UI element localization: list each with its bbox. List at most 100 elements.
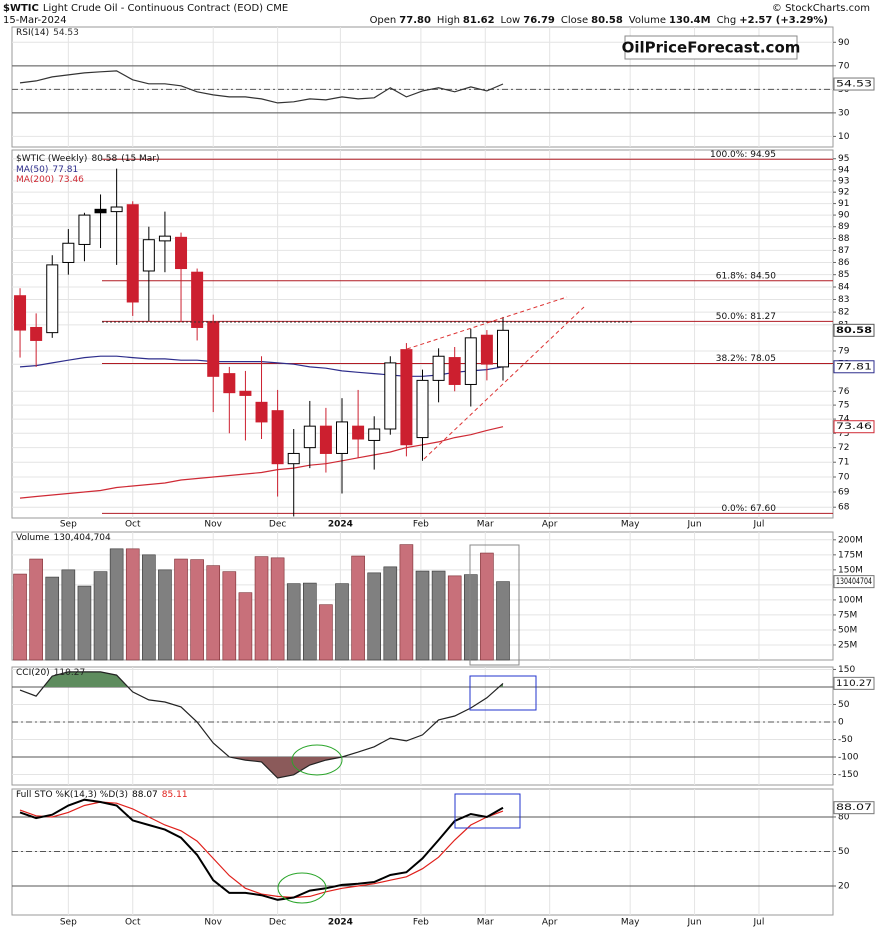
value-tag-box [833, 801, 875, 815]
x-tick-label: May [621, 520, 640, 530]
fib-label: 50.0%: 81.27 [716, 312, 776, 322]
y-tick-label: 200M [838, 535, 863, 545]
quote-value: 76.79 [523, 15, 555, 26]
y-tick-label: 92 [838, 188, 849, 198]
candle-body [336, 421, 349, 454]
volume-bar [222, 571, 237, 661]
y-tick-label: 68 [838, 503, 850, 513]
y-tick-label: 50 [838, 847, 850, 857]
series-line [19, 798, 504, 901]
quote-value: 80.58 [591, 15, 623, 26]
candle-body [191, 271, 204, 328]
value-tag: 88.07 [836, 803, 872, 813]
volume-bar [270, 557, 285, 661]
candle-body [448, 357, 461, 385]
y-tick-label: 86 [838, 258, 850, 268]
volume-bar [254, 556, 269, 661]
x-tick-label: Feb [413, 918, 429, 928]
x-tick-label: Nov [204, 918, 222, 928]
candle-body [368, 428, 381, 441]
y-tick-label: 150M [838, 565, 863, 575]
quote-line: Open 77.80 High 81.62 Low 76.79 Close 80.58 Volu… [370, 15, 828, 26]
y-tick-label: 91 [838, 199, 849, 209]
quote-label: Chg [717, 15, 737, 26]
legend: MA(200) 73.46 [16, 175, 84, 185]
legend-value: 73.46 [58, 175, 84, 185]
panel-frame [11, 26, 834, 148]
value-tag-box [833, 420, 875, 434]
quote-label: Open [370, 15, 397, 26]
fib-label: 61.8%: 84.50 [716, 271, 777, 281]
y-tick-label: -50 [838, 735, 853, 745]
legend: $WTIC (Weekly) 80.58 (15 Mar) [16, 154, 160, 164]
candle-body [496, 329, 509, 368]
fib-label: 38.2%: 78.05 [716, 354, 776, 364]
candle-body [110, 206, 123, 213]
candle-body [30, 326, 43, 341]
y-tick-label: 89 [838, 222, 850, 232]
y-tick-label: 72 [838, 443, 849, 453]
y-tick-label: 74 [838, 415, 850, 425]
value-tag: 80.58 [836, 326, 872, 336]
x-tick-label: Oct [125, 918, 141, 928]
y-tick-label: 90 [838, 211, 850, 221]
panel-frame [11, 666, 834, 786]
x-tick-label: 2024 [328, 918, 353, 928]
volume-bar [142, 554, 156, 661]
candle-body [384, 362, 397, 430]
candle-body [142, 239, 155, 272]
x-tick-label: Jul [753, 918, 765, 928]
y-tick-label: 10 [838, 132, 850, 142]
y-tick-label: 75 [838, 401, 849, 411]
candle-body [94, 208, 107, 214]
y-tick-label: 84 [838, 282, 850, 292]
value-tag: 130404704 [836, 577, 872, 587]
x-tick-label: Mar [477, 918, 494, 928]
y-tick-label: 75M [838, 610, 857, 620]
volume-bar [286, 583, 301, 661]
legend-value: 80.58 [91, 154, 117, 164]
y-tick-label: 69 [838, 488, 850, 498]
y-tick-label: 20 [838, 882, 850, 892]
legend-name: Volume [16, 533, 50, 543]
legend-name: RSI(14) [16, 28, 49, 38]
x-tick-label: Nov [204, 520, 222, 530]
candle-body [255, 401, 268, 423]
x-tick-label: Sep [60, 918, 77, 928]
volume-bar [367, 572, 382, 661]
panel-frame [11, 788, 834, 916]
x-tick-label: Jun [687, 520, 702, 530]
candle-body [78, 214, 91, 245]
candle-body [480, 334, 493, 365]
x-tick-label: Dec [269, 520, 286, 530]
legend: Full STO %K(14,3) %D(3) 88.07 85.11 [16, 790, 188, 800]
legend-name: MA(50) [16, 165, 48, 175]
value-tag-box [833, 676, 875, 690]
volume-bar [399, 544, 414, 661]
quote-label: High [437, 15, 460, 26]
volume-bar [29, 558, 43, 661]
y-tick-label: 30 [838, 108, 850, 118]
volume-bar [383, 566, 398, 661]
candle-body [287, 452, 300, 465]
legend-value: 130,404,704 [53, 533, 111, 543]
candle-body [271, 410, 284, 465]
y-tick-label: 25M [838, 640, 857, 650]
y-tick-label: 71 [838, 458, 849, 468]
volume-bar [45, 576, 60, 661]
legend-date: (15 Mar) [121, 154, 159, 164]
volume-bar [480, 552, 494, 661]
candle-body [223, 373, 236, 394]
y-tick-label: 100M [838, 595, 863, 605]
y-tick-label: -150 [838, 770, 859, 780]
candle-body [303, 425, 316, 449]
x-tick-label: Oct [125, 520, 141, 530]
x-tick-label: Jul [753, 520, 765, 530]
y-tick-label: -100 [838, 752, 859, 762]
legend: MA(50) 77.81 [16, 165, 78, 175]
y-tick-label: 50M [838, 625, 857, 635]
candle-body [352, 425, 365, 440]
y-tick-label: 82 [838, 308, 849, 318]
volume-bar [206, 565, 221, 661]
